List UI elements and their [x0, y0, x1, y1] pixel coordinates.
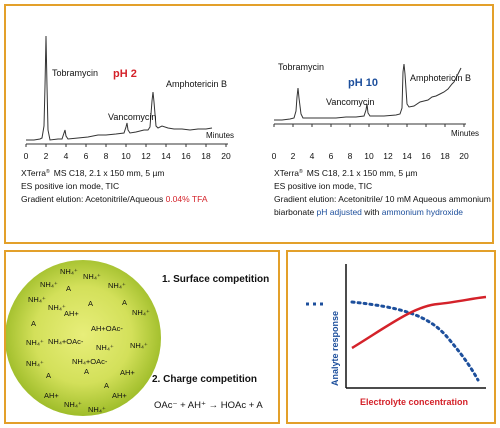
ion-label: NH₄⁺	[64, 400, 82, 409]
left-trace	[26, 35, 213, 141]
ion-label: NH₄⁺	[28, 295, 46, 304]
left-tick-label: 16	[181, 151, 191, 161]
ion-label: AH+	[64, 309, 79, 318]
ion-label: NH₄⁺	[96, 343, 114, 352]
response-x-label: Electrolyte concentration	[360, 397, 468, 407]
right-tick-label: 6	[329, 151, 334, 161]
droplet-figure: NH₄⁺ NH₄⁺ NH₄⁺ NH₄⁺ NH₄⁺ A A A NH₄⁺ AH+ …	[6, 260, 269, 416]
chromatogram-panel: 0 2 4 6 8 10 12 14 16 18 20 Tobramycin V…	[4, 4, 494, 244]
charge-competition-label: 2. Charge competition	[152, 374, 257, 385]
ion-label: NH₄+OAc-	[48, 337, 84, 346]
right-tick-label: 16	[421, 151, 431, 161]
right-tick-label: 10	[364, 151, 374, 161]
response-panel: Analyte response Electrolyte concentrati…	[286, 250, 496, 424]
ion-label: AH+	[120, 368, 135, 377]
left-label-tobramycin: Tobramycin	[52, 68, 98, 78]
left-tick-label: 4	[64, 151, 69, 161]
left-label-vancomycin: Vancomycin	[108, 112, 156, 122]
right-buffer-line: biarbonate pH adjusted with ammonium hyd…	[274, 207, 463, 217]
ion-label: A	[84, 367, 89, 376]
ion-label: NH₄⁺	[88, 405, 106, 414]
left-tick-label: 18	[201, 151, 211, 161]
ion-label: NH₄⁺	[130, 341, 148, 350]
response-figure: Analyte response Electrolyte concentrati…	[306, 264, 487, 407]
left-tick-label: 14	[161, 151, 171, 161]
charge-equation: OAc⁻ + AH⁺ → HOAc + A	[154, 400, 263, 411]
left-x-ticks	[25, 144, 227, 147]
left-tick-label: 0	[24, 151, 29, 161]
surface-competition-label: 1. Surface competition	[162, 274, 269, 285]
right-tick-label: 0	[272, 151, 277, 161]
droplet-panel: NH₄⁺ NH₄⁺ NH₄⁺ NH₄⁺ NH₄⁺ A A A NH₄⁺ AH+ …	[4, 250, 280, 424]
left-tick-label: 20	[221, 151, 231, 161]
right-tick-label: 4	[310, 151, 315, 161]
ion-label: NH₄⁺	[83, 272, 101, 281]
response-y-label: Analyte response	[330, 311, 340, 386]
ion-label: A	[122, 298, 127, 307]
ion-label: A	[88, 299, 93, 308]
left-column-line2: ES positive ion mode, TIC	[21, 181, 119, 191]
ion-label: NH₄+OAc-	[72, 357, 108, 366]
right-gradient-line: Gradient elution: Acetonitrile/ 10 mM Aq…	[274, 194, 491, 204]
right-tick-label: 12	[383, 151, 393, 161]
right-label-tobramycin: Tobramycin	[278, 62, 324, 72]
right-column-line1: XTerra® MS C18, 2.1 x 150 mm, 5 µm	[274, 168, 417, 178]
right-tick-label: 14	[402, 151, 412, 161]
left-gradient-line: Gradient elution: Acetonitrile/Aqueous 0…	[21, 194, 208, 204]
ion-label: A	[104, 381, 109, 390]
ion-label: AH+	[112, 391, 127, 400]
left-tick-label: 8	[104, 151, 109, 161]
right-tick-label: 8	[348, 151, 353, 161]
left-chromatogram: 0 2 4 6 8 10 12 14 16 18 20 Tobramycin V…	[21, 35, 234, 204]
right-x-ticks	[273, 124, 465, 127]
right-tick-label: 2	[291, 151, 296, 161]
ion-label: NH₄⁺	[108, 281, 126, 290]
left-tick-label: 6	[84, 151, 89, 161]
chromatogram-figure: 0 2 4 6 8 10 12 14 16 18 20 Tobramycin V…	[21, 35, 491, 217]
left-tick-label: 12	[141, 151, 151, 161]
ion-label: A	[46, 371, 51, 380]
ion-label: NH₄⁺	[132, 308, 150, 317]
ion-label: NH₄⁺	[48, 303, 66, 312]
ion-label: A	[66, 284, 71, 293]
ph-2-label: pH 2	[113, 68, 137, 80]
left-x-axis-title: Minutes	[206, 131, 234, 140]
right-x-axis-title: Minutes	[451, 129, 479, 138]
right-label-amphotericin: Amphotericin B	[410, 73, 471, 83]
right-label-vancomycin: Vancomycin	[326, 97, 374, 107]
left-label-amphotericin: Amphotericin B	[166, 79, 227, 89]
ion-label: NH₄⁺	[60, 267, 78, 276]
ion-label: AH+OAc-	[91, 324, 123, 333]
red-solid-curve	[351, 295, 487, 350]
blue-dotted-curve	[350, 300, 480, 382]
right-trace	[274, 63, 462, 121]
ion-label: AH+	[44, 391, 59, 400]
right-chromatogram: 0 2 4 6 8 10 12 14 16 18 20 Tobramycin V…	[272, 62, 491, 217]
left-tick-label: 10	[121, 151, 131, 161]
ion-label: NH₄⁺	[26, 338, 44, 347]
ion-label: NH₄⁺	[40, 280, 58, 289]
ph-10-label: pH 10	[348, 77, 378, 89]
ion-label: NH₄⁺	[26, 359, 44, 368]
right-column-line2: ES positive ion mode, TIC	[274, 181, 372, 191]
droplet	[6, 260, 161, 416]
left-tick-label: 2	[44, 151, 49, 161]
right-tick-label: 20	[459, 151, 469, 161]
ion-label: A	[31, 319, 36, 328]
left-column-line1: XTerra® MS C18, 2.1 x 150 mm, 5 µm	[21, 168, 164, 178]
right-tick-label: 18	[440, 151, 450, 161]
